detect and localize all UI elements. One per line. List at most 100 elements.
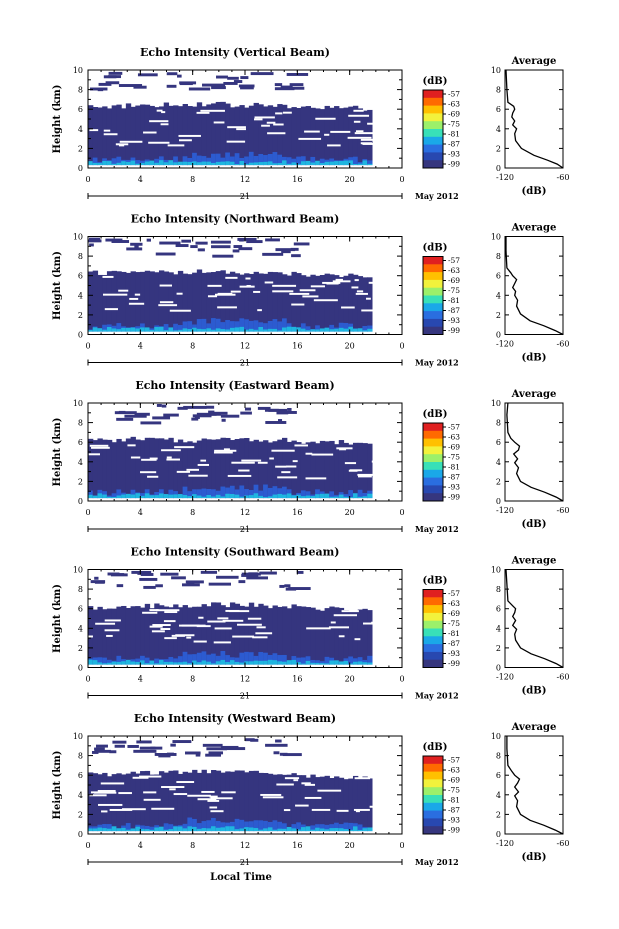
echo-column — [111, 608, 117, 665]
echo-patch — [137, 73, 158, 77]
echo-column — [97, 438, 103, 499]
echo-enhanced — [263, 323, 269, 332]
echo-enhanced — [229, 321, 236, 332]
echo-strong — [182, 161, 188, 166]
average-y-tick: 6 — [496, 438, 501, 447]
x-tick-label: 0 — [85, 841, 90, 850]
echo-strong — [177, 329, 184, 332]
y-tick-label: 10 — [73, 233, 83, 242]
echo-column — [248, 770, 255, 832]
echo-gap — [338, 635, 345, 638]
echo-patch — [179, 81, 197, 85]
colorbar-tick: -57 — [448, 589, 460, 598]
echo-column — [367, 443, 373, 499]
echo-patch — [265, 421, 287, 424]
echo-enhanced — [182, 823, 188, 832]
echo-strong — [130, 661, 136, 665]
echo-gap — [176, 292, 183, 295]
echo-strong — [296, 494, 302, 499]
echo-strong — [286, 326, 293, 332]
echo-gap — [230, 290, 241, 293]
echo-column — [367, 277, 373, 332]
echo-gap — [238, 469, 250, 472]
x-tick-label: 8 — [190, 675, 195, 684]
average-y-tick: 8 — [496, 86, 501, 95]
colorbar — [423, 756, 443, 835]
echo-column — [357, 276, 364, 332]
echo-gap — [328, 626, 350, 629]
echo-gap — [341, 610, 359, 613]
echo-patch — [196, 412, 217, 416]
echo-patch — [210, 240, 231, 244]
echo-enhanced — [267, 654, 274, 665]
echo-column — [244, 437, 250, 499]
echo-gap — [275, 112, 283, 115]
echo-column — [163, 102, 170, 166]
echo-enhanced — [239, 318, 245, 332]
echo-strong — [149, 829, 155, 832]
colorbar-tick: -69 — [448, 443, 460, 452]
echo-column — [329, 440, 335, 499]
echo-strong — [158, 493, 165, 499]
echo-gap — [347, 136, 372, 139]
echo-gap — [187, 794, 211, 797]
echo-gap — [355, 810, 360, 813]
echo-strong — [362, 496, 368, 499]
echo-strong — [154, 326, 160, 332]
echo-enhanced — [187, 321, 193, 332]
average-x-label: (dB) — [522, 353, 547, 364]
echo-column — [296, 107, 302, 166]
echo-column — [319, 440, 326, 499]
echo-column — [97, 274, 103, 332]
echo-column — [88, 105, 94, 166]
echo-strong — [149, 495, 155, 499]
echo-column — [206, 272, 212, 332]
echo-strong — [348, 160, 354, 166]
echo-enhanced — [187, 158, 193, 166]
echo-gap — [225, 609, 240, 612]
echo-enhanced — [310, 659, 316, 665]
echo-strong — [267, 827, 274, 832]
y-tick-label: 8 — [78, 86, 83, 95]
colorbar-swatch — [423, 763, 443, 773]
echo-enhanced — [168, 656, 174, 665]
echo-patch — [240, 411, 252, 415]
echo-column — [140, 271, 146, 332]
colorbar-tick: -75 — [448, 286, 460, 295]
average-frame — [504, 69, 564, 169]
echo-strong — [125, 161, 132, 166]
y-tick-label: 4 — [78, 291, 83, 300]
echo-patch — [140, 421, 162, 425]
echo-enhanced — [116, 156, 122, 166]
echo-enhanced — [206, 323, 212, 332]
average-x-tick: -120 — [496, 173, 514, 182]
echo-column — [163, 772, 170, 832]
echo-enhanced — [272, 653, 278, 665]
average-y-tick: 0 — [496, 830, 501, 839]
echo-column — [121, 605, 127, 665]
echo-column — [244, 273, 250, 332]
echo-gap — [335, 278, 343, 281]
x-tick-label: 20 — [345, 675, 355, 684]
echo-gap — [151, 630, 165, 633]
panel-title: Echo Intensity (Southward Beam) — [131, 546, 340, 559]
echo-column — [343, 275, 349, 332]
echo-enhanced — [258, 322, 264, 332]
colorbar-tick: -63 — [448, 766, 460, 775]
y-tick-label: 6 — [78, 438, 83, 447]
echo-strong — [253, 162, 259, 166]
echo-patch — [127, 745, 139, 748]
echo-strong — [92, 660, 99, 665]
echo-strong — [97, 662, 103, 665]
month-label: May 2012 — [415, 524, 459, 534]
echo-strong — [282, 828, 288, 832]
average-profile-line — [505, 236, 564, 336]
echo-gap — [193, 640, 207, 643]
echo-enhanced — [168, 489, 174, 499]
average-y-tick: 10 — [491, 66, 501, 75]
echo-patch — [237, 237, 257, 241]
average-y-tick: 4 — [496, 791, 501, 800]
echo-strong — [310, 662, 316, 665]
echo-gap — [367, 122, 384, 125]
echo-gap — [311, 453, 334, 456]
